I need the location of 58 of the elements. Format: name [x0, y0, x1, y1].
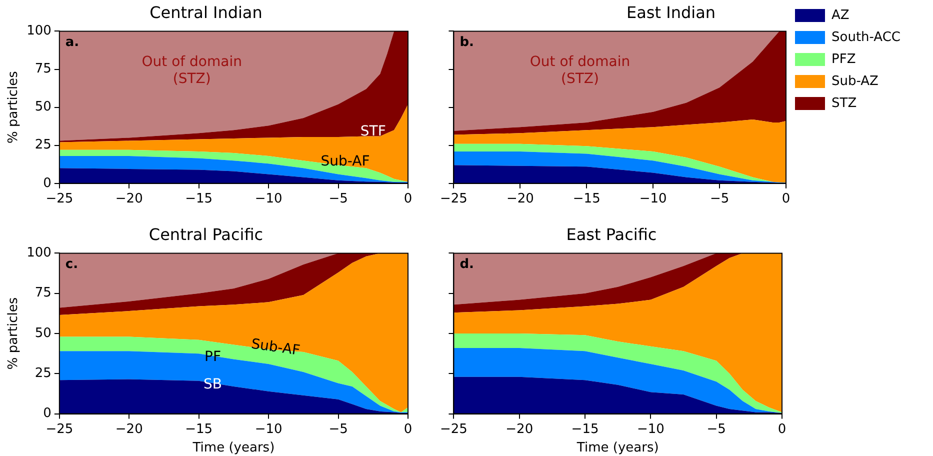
x-tick-label: 0: [404, 422, 412, 437]
x-tick-label: −25: [440, 422, 468, 437]
legend-label: PFZ: [832, 52, 856, 67]
x-tick-label: −10: [639, 192, 667, 207]
x-tick-label: −20: [115, 192, 143, 207]
annotation: PF: [204, 349, 222, 366]
y-tick-label: 75: [34, 286, 52, 301]
x-tick-label: −20: [506, 192, 534, 207]
y-tick-label: 0: [43, 406, 52, 422]
x-tick-label: −25: [440, 192, 468, 207]
y-axis-title: % particles: [6, 70, 22, 144]
y-tick-label: 25: [34, 138, 52, 153]
annotation: Sub-AF: [250, 336, 301, 359]
x-tick-label: −10: [254, 192, 282, 207]
annotation: Out of domain (STZ): [530, 54, 630, 87]
chart-title: East Indian: [626, 2, 716, 22]
x-tick-label: −5: [706, 422, 726, 437]
x-axis-title: Time (years): [576, 440, 659, 456]
x-tick-label: −25: [46, 192, 74, 207]
y-tick-label: 25: [34, 366, 52, 382]
annotation: STF: [360, 123, 386, 140]
x-tick-label: −5: [328, 422, 348, 437]
x-tick-label: −15: [185, 422, 213, 437]
y-tick-label: 75: [34, 62, 52, 77]
legend-label: STZ: [832, 96, 857, 111]
x-tick-label: −15: [185, 192, 213, 207]
annotation: b.: [460, 35, 474, 50]
y-tick-label: 100: [26, 246, 52, 261]
x-tick-label: −10: [254, 422, 282, 437]
chart-title: Central Indian: [150, 2, 262, 22]
x-tick-label: −15: [572, 192, 600, 207]
x-tick-label: −25: [46, 422, 74, 437]
x-tick-label: 0: [404, 192, 412, 207]
legend-label: AZ: [832, 8, 850, 23]
x-tick-label: −5: [710, 192, 730, 207]
annotation: Sub-AF: [320, 154, 370, 170]
y-tick-label: 50: [34, 100, 52, 115]
annotation: c.: [65, 257, 78, 272]
legend-label: South-ACC: [832, 30, 901, 45]
chart-title: Central Pacific: [148, 224, 264, 244]
x-tick-label: −15: [571, 422, 599, 437]
x-tick-label: 0: [782, 192, 790, 207]
annotation: Out of domain (STZ): [142, 54, 242, 87]
x-tick-label: −10: [636, 422, 664, 437]
annotation: SB: [204, 376, 222, 393]
x-tick-label: −5: [328, 192, 348, 207]
x-tick-label: −20: [115, 422, 143, 437]
y-tick-label: 0: [43, 176, 52, 191]
legend-label: Sub-AZ: [832, 74, 879, 89]
y-tick-label: 100: [26, 24, 52, 39]
y-tick-label: 50: [34, 326, 52, 341]
x-tick-label: −20: [506, 422, 534, 437]
y-axis-title: % particles: [6, 297, 22, 370]
annotation: a.: [65, 35, 80, 50]
annotation: d.: [460, 257, 474, 272]
chart-title: East Pacific: [566, 224, 657, 244]
x-tick-label: 0: [778, 422, 786, 437]
x-axis-title: Time (years): [192, 440, 275, 456]
